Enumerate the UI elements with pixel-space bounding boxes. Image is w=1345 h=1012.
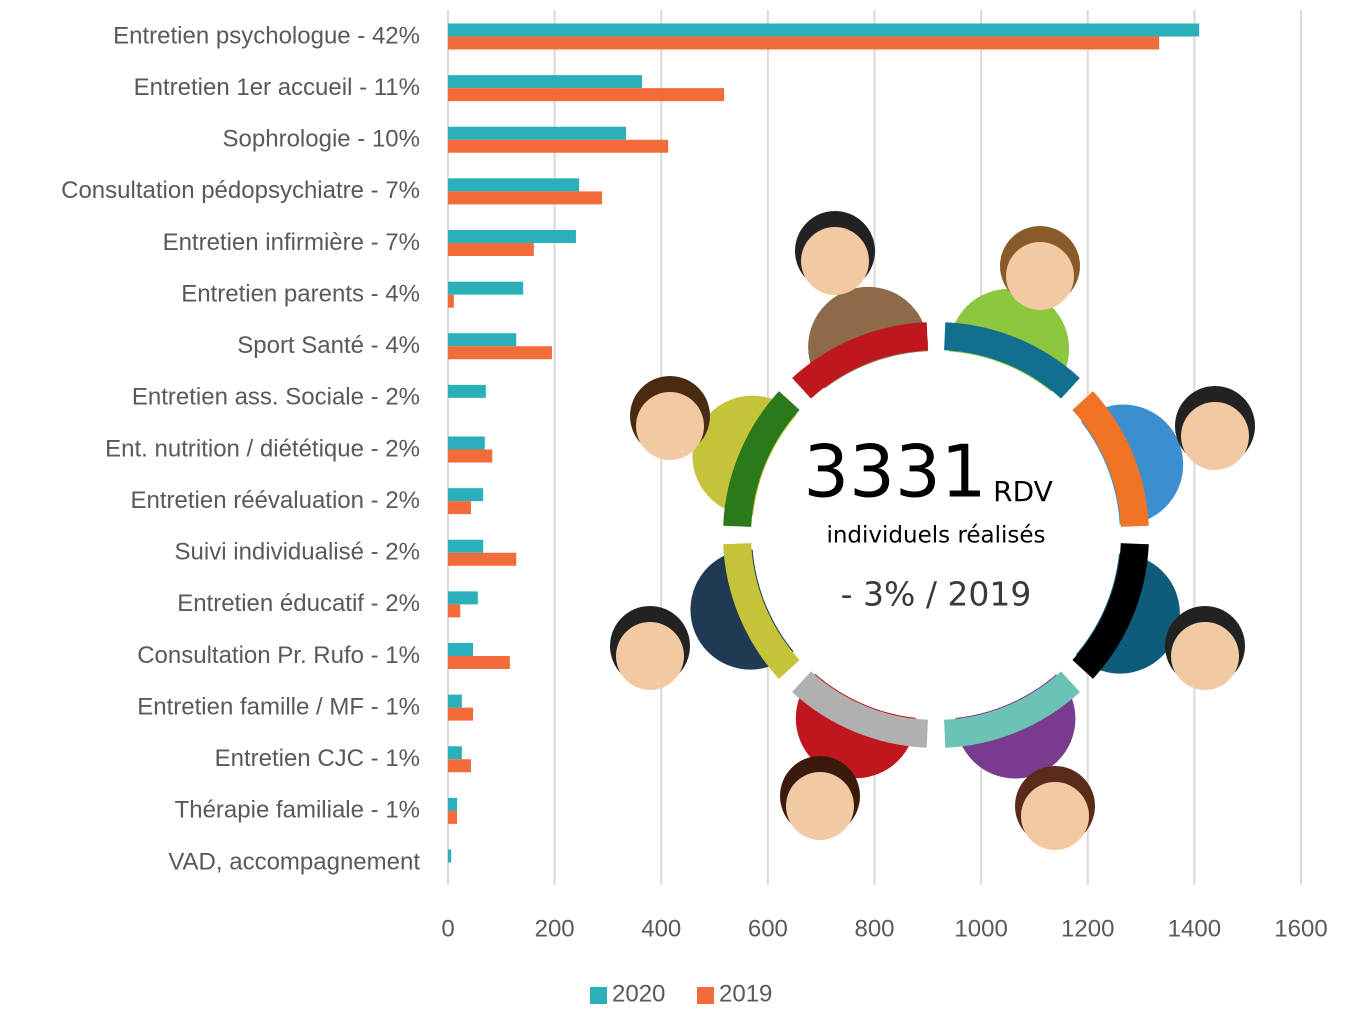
bars: Entretien psychologue - 42% Entretien 1er… [61,22,1200,875]
bar [448,126,627,140]
ring-segment [723,391,800,527]
y-tick-label: Entretien éducatif - 2% [177,590,420,617]
legend: 2020 2019 [590,980,772,1007]
bar [448,75,643,89]
bar [448,294,454,308]
rdv-caption: individuels réalisés [826,523,1045,549]
person-head [801,227,869,295]
bar [448,333,517,347]
bar [448,759,471,773]
y-tick-label: Thérapie familiale - 1% [175,797,420,824]
bar [448,243,534,256]
x-tick-label: 200 [535,915,575,942]
ring-segment [944,322,1080,399]
bar [448,552,517,566]
ring-center [752,351,1120,719]
bar [448,707,474,721]
bar [448,694,462,708]
y-tick-label: Sophrologie - 10% [223,126,420,153]
bar [448,191,603,205]
bar [448,810,458,824]
legend-swatch [590,987,607,1004]
bar [448,797,458,811]
bar [448,23,1200,37]
ring-segment [792,322,928,399]
x-tick-label: 1600 [1274,915,1327,942]
ring-segment [1072,391,1149,527]
x-tick-label: 600 [748,915,788,942]
y-tick-label: Consultation Pr. Rufo - 1% [137,642,420,669]
rdv-change: - 3% / 2019 [841,575,1032,614]
bar [448,281,524,295]
bar [448,88,725,102]
bar [448,539,484,553]
person-head [786,772,854,840]
y-tick-label: Entretien psychologue - 42% [113,22,420,49]
rdv-count: 3331 [803,430,986,514]
y-tick-label: Sport Santé - 4% [237,332,420,359]
ring-segment [944,671,1080,748]
y-tick-label: Entretien parents - 4% [181,280,420,307]
bar [448,656,510,669]
y-tick-label: Entretien réévaluation - 2% [131,487,421,514]
bar [448,139,669,153]
bar [448,849,452,863]
x-tick-label: 1000 [954,915,1007,942]
bar [448,449,493,463]
x-tick-label: 800 [854,915,894,942]
y-tick-label: Ent. nutrition / diététique - 2% [105,435,420,462]
ring-segment [792,671,928,748]
rdv-unit: RDV [993,475,1053,508]
legend-swatch [697,987,714,1004]
ring [723,322,1149,748]
y-tick-label: Entretien ass. Sociale - 2% [132,384,420,411]
bar [448,178,580,192]
person-head [1171,622,1239,690]
x-tick-label: 1200 [1061,915,1114,942]
bar [448,488,484,502]
y-tick-label: Consultation pédopsychiatre - 7% [61,177,420,204]
y-tick-label: VAD, accompagnement [168,848,420,875]
x-tick-label: 1400 [1168,915,1221,942]
person-head [1181,402,1249,470]
ring-segment [1072,543,1149,679]
person-head [1006,242,1074,310]
person-head [636,392,704,460]
bar [448,346,552,360]
infographic: 3331 RDV individuels réalisés - 3% / 201… [610,211,1255,850]
y-tick-label: Entretien CJC - 1% [215,745,420,772]
bar [448,643,474,656]
ring-segment [723,543,800,679]
bar [448,436,485,450]
bar [448,591,478,605]
y-tick-label: Suivi individualisé - 2% [175,539,420,566]
bar [448,501,471,515]
x-tick-label: 0 [441,915,454,942]
legend-label: 2020 [612,980,665,1007]
legend-label: 2019 [719,980,772,1007]
y-tick-label: Entretien famille / MF - 1% [137,693,420,720]
bar [448,230,576,243]
bar [448,604,461,618]
person-head [616,622,684,690]
x-tick-label: 400 [641,915,681,942]
y-tick-label: Entretien infirmière - 7% [163,229,420,256]
bar [448,36,1160,50]
bar [448,746,462,760]
bar [448,384,486,398]
person-head [1021,782,1089,850]
y-tick-label: Entretien 1er accueil - 11% [134,74,420,101]
